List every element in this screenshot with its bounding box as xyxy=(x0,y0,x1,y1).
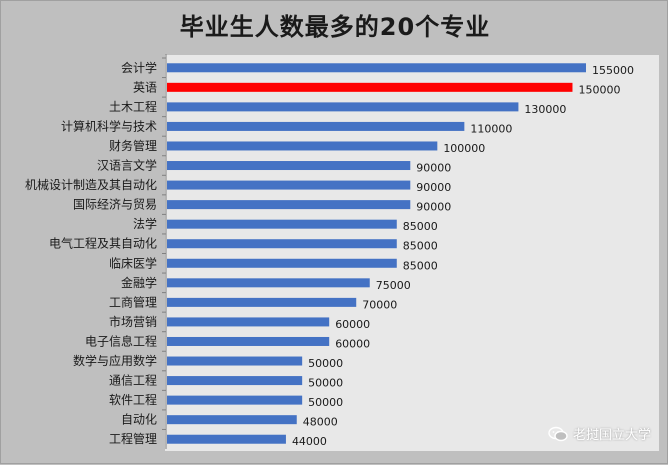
bar xyxy=(167,395,303,405)
value-label: 155000 xyxy=(592,64,634,77)
bar xyxy=(167,63,586,73)
bar xyxy=(167,141,438,151)
bar xyxy=(167,415,297,425)
value-label: 90000 xyxy=(416,181,451,194)
bar xyxy=(167,376,303,386)
category-label: 金融学 xyxy=(121,275,157,290)
category-label: 国际经济与贸易 xyxy=(73,197,157,212)
value-label: 150000 xyxy=(578,83,620,96)
value-label: 70000 xyxy=(362,298,397,311)
chart-title: 毕业生人数最多的20个专业 xyxy=(179,13,491,41)
value-label: 90000 xyxy=(416,201,451,214)
value-label: 50000 xyxy=(308,396,343,409)
wechat-icon xyxy=(548,426,568,441)
value-label: 90000 xyxy=(416,162,451,175)
value-label: 110000 xyxy=(470,122,512,135)
value-label: 85000 xyxy=(403,220,438,233)
category-label: 工程管理 xyxy=(109,431,157,446)
bar xyxy=(167,82,573,92)
value-label: 85000 xyxy=(403,240,438,253)
category-label: 电子信息工程 xyxy=(85,333,157,348)
category-label: 法学 xyxy=(133,216,157,231)
value-label: 100000 xyxy=(443,142,485,155)
bar xyxy=(167,278,370,288)
bar xyxy=(167,180,411,190)
value-label: 50000 xyxy=(308,377,343,390)
category-label: 临床医学 xyxy=(109,255,157,270)
category-label: 自动化 xyxy=(121,413,157,427)
bar xyxy=(167,102,519,112)
category-label: 数学与应用数学 xyxy=(73,353,157,368)
category-label: 土木工程 xyxy=(109,99,157,114)
value-label: 44000 xyxy=(292,435,327,448)
bar xyxy=(167,297,357,307)
bar xyxy=(167,317,330,327)
category-label: 计算机科学与技术 xyxy=(61,118,157,133)
bar xyxy=(167,239,397,249)
category-label: 通信工程 xyxy=(109,373,157,388)
watermark: 老挝国立大学 xyxy=(548,424,651,443)
value-label: 50000 xyxy=(308,357,343,370)
watermark-text: 老挝国立大学 xyxy=(572,428,651,443)
category-label: 机械设计制造及其自动化 xyxy=(25,177,157,192)
value-label: 85000 xyxy=(403,259,438,272)
bar xyxy=(167,121,465,131)
bar xyxy=(167,258,397,268)
bar xyxy=(167,336,330,346)
bar xyxy=(167,434,286,444)
category-label: 市场营销 xyxy=(109,314,157,329)
value-label: 75000 xyxy=(376,279,411,292)
bar xyxy=(167,200,411,210)
category-label: 英语 xyxy=(133,80,157,94)
bar xyxy=(167,219,397,229)
value-label: 130000 xyxy=(524,103,566,116)
value-label: 48000 xyxy=(303,416,338,429)
bar xyxy=(167,356,303,366)
value-label: 60000 xyxy=(335,318,370,331)
value-label: 60000 xyxy=(335,337,370,350)
category-label: 汉语言文学 xyxy=(97,158,157,173)
category-label: 财务管理 xyxy=(109,138,157,153)
bar xyxy=(167,161,411,171)
category-label: 会计学 xyxy=(121,60,157,75)
category-label: 工商管理 xyxy=(109,294,157,309)
category-label: 电气工程及其自动化 xyxy=(49,236,157,251)
category-label: 软件工程 xyxy=(109,392,157,407)
